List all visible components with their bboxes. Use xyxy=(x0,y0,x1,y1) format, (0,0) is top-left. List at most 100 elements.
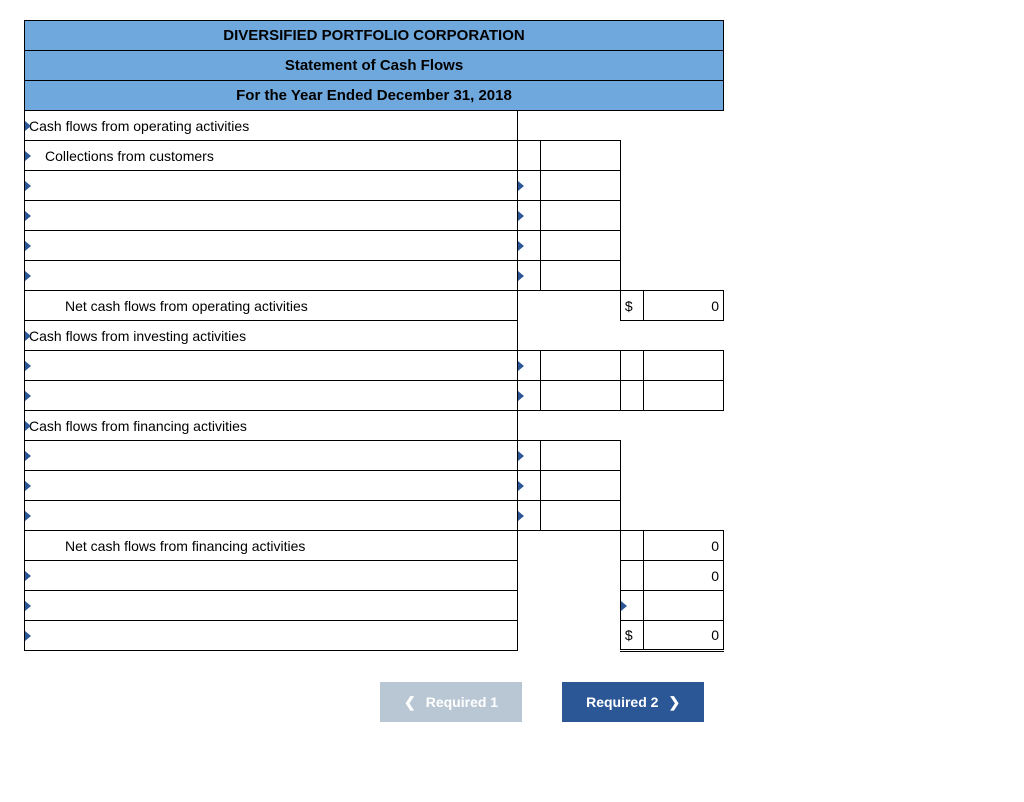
worksheet-page: DIVERSIFIED PORTFOLIO CORPORATION Statem… xyxy=(0,0,1024,802)
cell-blank xyxy=(517,411,540,441)
statement-period: For the Year Ended December 31, 2018 xyxy=(25,81,724,111)
cell-sym[interactable] xyxy=(517,501,540,531)
cell-sym[interactable] xyxy=(517,381,540,411)
cell-blank xyxy=(643,321,723,351)
row-fin-header[interactable]: Cash flows from financing activities xyxy=(25,411,518,441)
cell-blank xyxy=(643,201,723,231)
cell-val[interactable] xyxy=(540,381,620,411)
cell-sym[interactable] xyxy=(620,351,643,381)
prev-label: Required 1 xyxy=(426,694,498,710)
row-collections[interactable]: Collections from customers xyxy=(25,141,518,171)
row-empty[interactable] xyxy=(25,501,518,531)
cell-sym[interactable] xyxy=(517,351,540,381)
cell-blank xyxy=(620,111,643,141)
row-empty[interactable] xyxy=(25,231,518,261)
cell-blank xyxy=(643,501,723,531)
cell-sym[interactable] xyxy=(517,231,540,261)
cell-blank xyxy=(517,591,540,621)
cell-val[interactable] xyxy=(540,501,620,531)
row-empty[interactable] xyxy=(25,261,518,291)
cell-val: 0 xyxy=(643,561,723,591)
cell-sym[interactable] xyxy=(517,441,540,471)
cell-blank xyxy=(517,111,540,141)
row-empty[interactable] xyxy=(25,381,518,411)
cell-sym: $ xyxy=(620,621,643,651)
cell-blank xyxy=(643,171,723,201)
cell-blank xyxy=(517,531,540,561)
cell-blank xyxy=(643,111,723,141)
cell-val[interactable] xyxy=(643,351,723,381)
cell-val[interactable] xyxy=(643,591,723,621)
cell-blank xyxy=(620,501,643,531)
cell-blank xyxy=(540,411,620,441)
chevron-left-icon: ❮ xyxy=(404,694,416,711)
cell-val[interactable] xyxy=(540,231,620,261)
company-name: DIVERSIFIED PORTFOLIO CORPORATION xyxy=(25,21,724,51)
row-empty[interactable] xyxy=(25,171,518,201)
row-empty[interactable] xyxy=(25,561,518,591)
cell-blank xyxy=(620,261,643,291)
cell-blank xyxy=(643,141,723,171)
row-empty[interactable] xyxy=(25,201,518,231)
cell-blank xyxy=(643,231,723,261)
row-empty[interactable] xyxy=(25,621,518,651)
row-op-net: Net cash flows from operating activities xyxy=(25,291,518,321)
cell-blank xyxy=(620,231,643,261)
cell-blank xyxy=(620,141,643,171)
nav-buttons: ❮ Required 1 Required 2 ❯ xyxy=(380,682,1024,722)
cell-sym xyxy=(620,561,643,591)
row-op-header[interactable]: Cash flows from operating activities xyxy=(25,111,518,141)
cell-val: 0 xyxy=(643,291,723,321)
next-button[interactable]: Required 2 ❯ xyxy=(562,682,704,722)
cell-blank xyxy=(620,441,643,471)
cell-blank xyxy=(517,561,540,591)
cell-blank xyxy=(620,171,643,201)
row-empty[interactable] xyxy=(25,351,518,381)
next-label: Required 2 xyxy=(586,694,658,710)
cell-blank xyxy=(540,531,620,561)
row-empty[interactable] xyxy=(25,471,518,501)
cell-val[interactable] xyxy=(540,171,620,201)
row-empty[interactable] xyxy=(25,591,518,621)
cell-blank xyxy=(643,261,723,291)
cell-blank xyxy=(540,291,620,321)
cell-sym[interactable] xyxy=(517,201,540,231)
cash-flow-table: DIVERSIFIED PORTFOLIO CORPORATION Statem… xyxy=(24,20,724,652)
cell-val[interactable] xyxy=(643,381,723,411)
cell-val[interactable] xyxy=(540,261,620,291)
cell-blank xyxy=(620,201,643,231)
cell-blank xyxy=(540,561,620,591)
cell-blank xyxy=(517,621,540,651)
cell-blank xyxy=(540,621,620,651)
statement-title: Statement of Cash Flows xyxy=(25,51,724,81)
cell-sym[interactable] xyxy=(517,171,540,201)
cell-sym[interactable] xyxy=(620,591,643,621)
cell-val[interactable] xyxy=(540,351,620,381)
cell-val[interactable] xyxy=(540,471,620,501)
cell-blank xyxy=(643,471,723,501)
cell-sym xyxy=(620,531,643,561)
cell-blank xyxy=(620,471,643,501)
row-inv-header[interactable]: Cash flows from investing activities xyxy=(25,321,518,351)
cell-sym: $ xyxy=(620,291,643,321)
cell-blank xyxy=(620,321,643,351)
cell-sym[interactable] xyxy=(517,471,540,501)
cell-blank xyxy=(540,321,620,351)
cell-sym[interactable] xyxy=(620,381,643,411)
cell-blank xyxy=(517,291,540,321)
cell-sym[interactable] xyxy=(517,261,540,291)
cell-blank xyxy=(643,441,723,471)
cell-blank xyxy=(620,411,643,441)
cell-blank xyxy=(540,591,620,621)
cell-val[interactable] xyxy=(540,441,620,471)
cell-val[interactable] xyxy=(540,141,620,171)
prev-button[interactable]: ❮ Required 1 xyxy=(380,682,522,722)
chevron-right-icon: ❯ xyxy=(668,694,680,711)
row-fin-net: Net cash flows from financing activities xyxy=(25,531,518,561)
cell-val: 0 xyxy=(643,621,723,651)
cell-sym[interactable] xyxy=(517,141,540,171)
cell-blank xyxy=(643,411,723,441)
cell-blank xyxy=(517,321,540,351)
row-empty[interactable] xyxy=(25,441,518,471)
cell-val[interactable] xyxy=(540,201,620,231)
